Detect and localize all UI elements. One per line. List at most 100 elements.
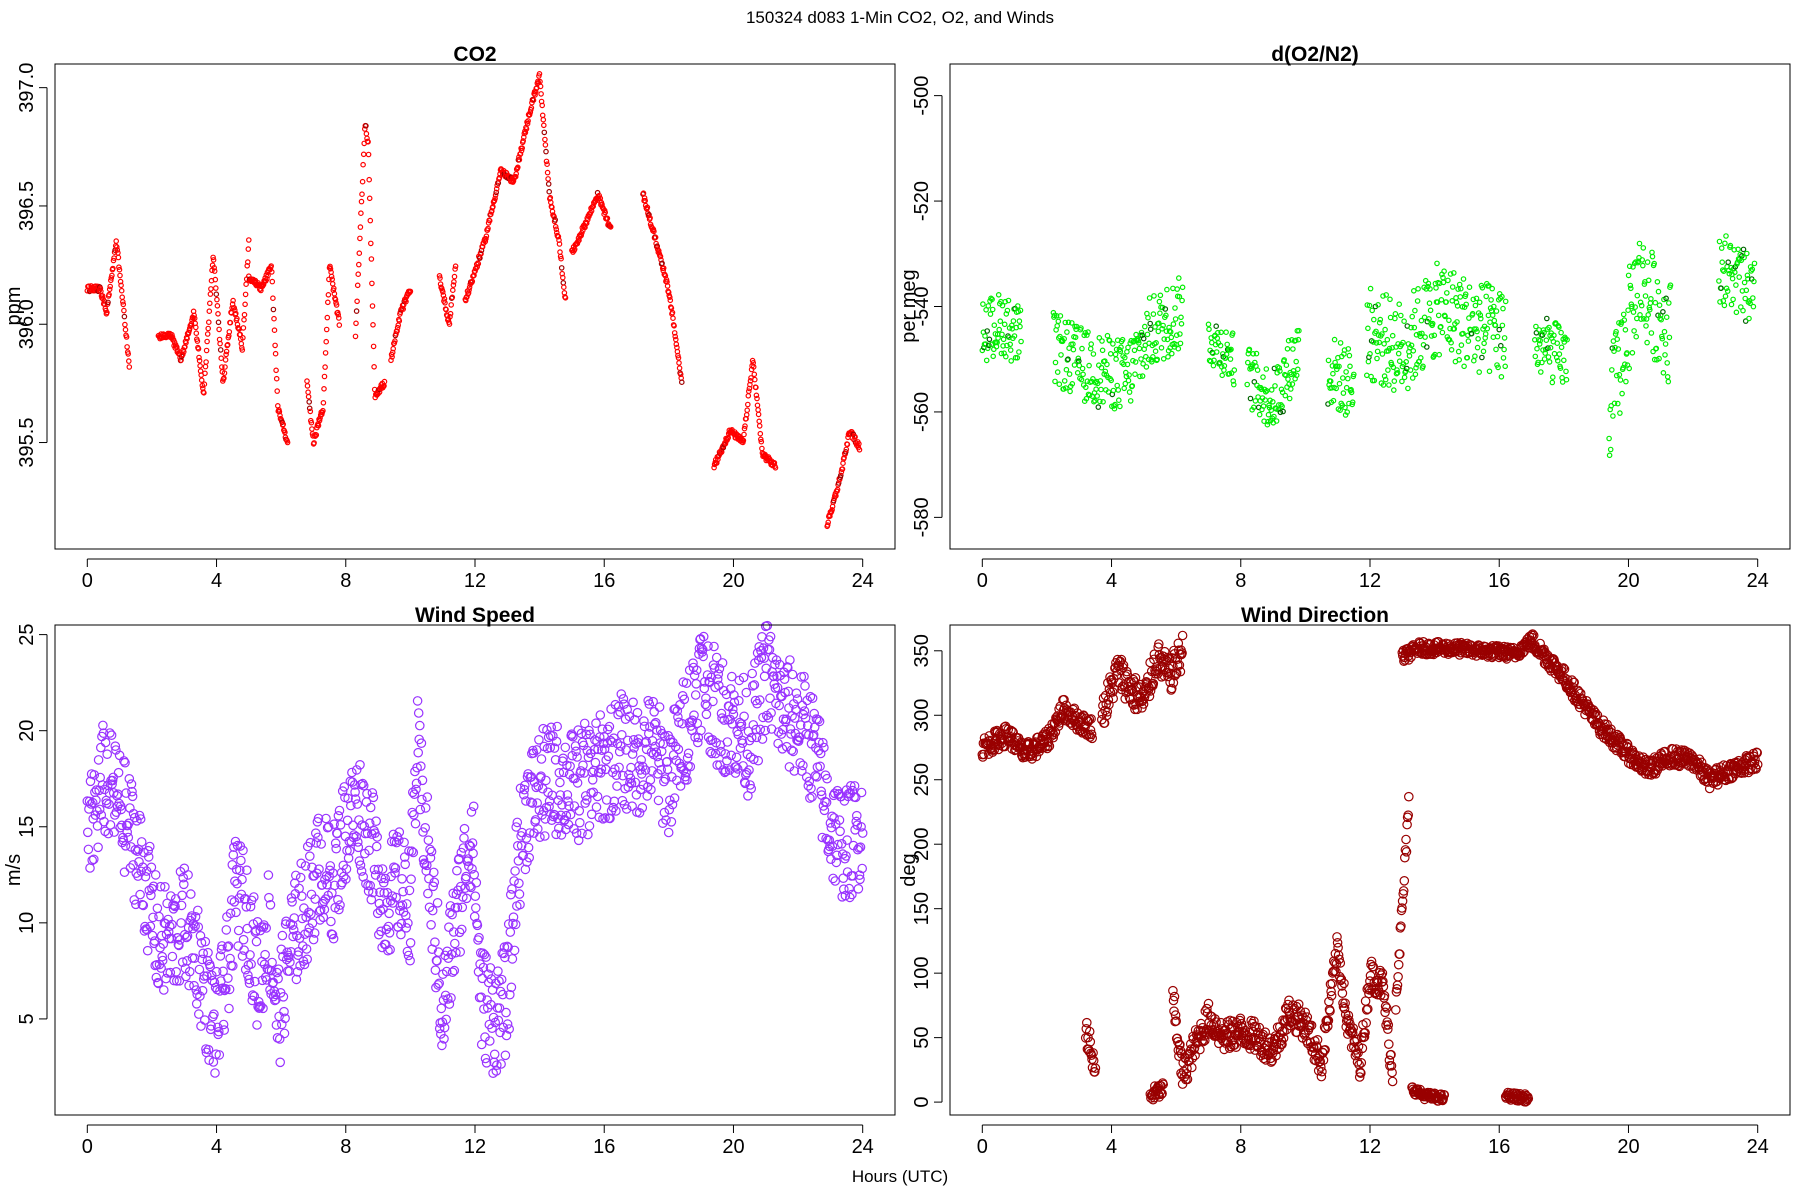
data-point xyxy=(104,309,110,316)
data-point xyxy=(110,257,117,264)
data-point xyxy=(324,314,331,321)
data-point xyxy=(557,249,563,255)
data-point xyxy=(983,357,990,364)
data-point xyxy=(1332,937,1343,948)
data-point xyxy=(108,788,119,798)
data-point xyxy=(467,863,477,874)
data-point xyxy=(434,1023,445,1034)
data-point xyxy=(514,164,521,171)
data-point xyxy=(1612,331,1619,337)
data-point xyxy=(1637,299,1644,306)
data-point xyxy=(1223,329,1229,336)
data-point xyxy=(83,844,94,855)
data-point xyxy=(1084,1026,1095,1037)
data-point xyxy=(1436,351,1443,358)
data-point xyxy=(591,718,601,728)
data-point xyxy=(1719,259,1726,266)
data-point xyxy=(526,111,533,118)
data-point xyxy=(1113,356,1119,362)
data-point xyxy=(170,901,180,912)
data-point xyxy=(415,804,426,815)
data-point xyxy=(979,749,989,760)
data-point xyxy=(1412,307,1418,314)
data-point xyxy=(1634,292,1641,299)
data-point xyxy=(753,392,760,399)
data-point xyxy=(1217,342,1224,349)
data-point xyxy=(1454,319,1460,325)
data-point xyxy=(1727,242,1734,249)
data-point xyxy=(512,840,523,851)
data-point xyxy=(1746,297,1753,304)
data-point xyxy=(373,864,384,875)
data-point xyxy=(1150,311,1157,317)
data-point xyxy=(200,936,211,947)
data-point xyxy=(1544,315,1550,322)
data-point xyxy=(1136,679,1146,690)
data-point xyxy=(332,296,339,303)
data-point xyxy=(333,810,344,821)
data-point xyxy=(1286,395,1293,402)
data-point xyxy=(408,847,419,858)
data-point xyxy=(303,907,314,918)
data-point xyxy=(815,761,825,772)
data-point xyxy=(361,126,368,132)
data-point xyxy=(764,644,775,655)
data-point xyxy=(154,911,164,922)
data-point xyxy=(1231,367,1238,373)
data-point xyxy=(179,879,189,890)
data-point xyxy=(990,353,997,360)
data-point xyxy=(187,325,193,332)
data-point xyxy=(1333,385,1340,392)
data-point xyxy=(1014,303,1021,309)
data-point xyxy=(1086,362,1092,369)
data-point xyxy=(1101,710,1112,721)
data-point xyxy=(322,364,328,370)
data-point xyxy=(1006,725,1016,736)
data-point xyxy=(789,713,800,723)
data-point xyxy=(1499,322,1506,329)
data-point xyxy=(272,1033,283,1043)
data-point xyxy=(223,973,233,983)
data-point xyxy=(459,823,470,834)
data-point xyxy=(1347,363,1353,370)
data-point xyxy=(322,350,329,356)
data-point xyxy=(562,790,573,800)
data-point xyxy=(507,884,517,894)
data-point xyxy=(1323,1021,1333,1032)
data-point xyxy=(1345,375,1351,382)
data-point xyxy=(215,310,221,317)
data-point xyxy=(637,802,648,813)
data-point xyxy=(1371,987,1381,998)
data-point xyxy=(827,811,837,822)
data-point xyxy=(385,896,396,906)
data-point xyxy=(1160,322,1166,329)
data-point xyxy=(414,720,425,731)
data-point xyxy=(332,828,343,839)
data-point xyxy=(1198,1036,1208,1047)
data-point xyxy=(510,866,520,876)
data-point xyxy=(1016,318,1023,324)
data-point xyxy=(193,324,199,331)
data-point xyxy=(1613,328,1619,335)
data-point xyxy=(827,841,838,851)
data-point xyxy=(1493,346,1499,353)
data-point xyxy=(1470,296,1477,303)
data-point xyxy=(429,877,440,888)
data-point xyxy=(1090,351,1097,357)
data-point xyxy=(1306,1020,1317,1031)
data-point xyxy=(1014,354,1021,361)
data-point xyxy=(94,785,104,796)
data-point xyxy=(500,952,510,963)
data-point xyxy=(857,863,867,874)
data-point xyxy=(1001,321,1008,328)
data-point xyxy=(1559,374,1565,381)
data-point xyxy=(1643,323,1649,329)
data-point xyxy=(539,831,550,841)
data-point xyxy=(188,919,199,929)
data-point xyxy=(184,980,194,991)
data-point xyxy=(1438,296,1445,303)
data-point xyxy=(231,907,241,918)
data-point xyxy=(1152,324,1158,330)
data-point xyxy=(1108,377,1115,384)
data-point xyxy=(559,274,566,281)
